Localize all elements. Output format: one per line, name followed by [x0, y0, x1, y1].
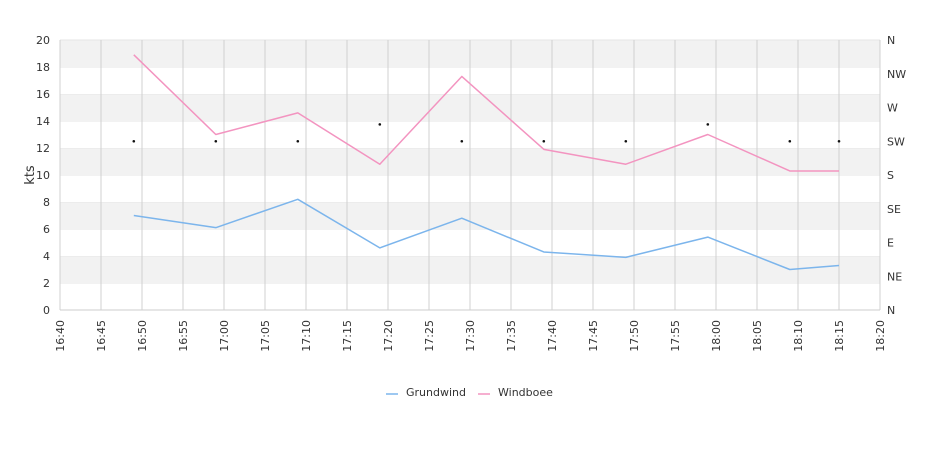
x-tick-label: 17:20	[382, 320, 395, 352]
direction-tick-label: NE	[887, 270, 902, 283]
direction-tick-label: W	[887, 102, 898, 115]
y-tick-label: 4	[43, 250, 50, 263]
direction-marker	[132, 139, 136, 143]
direction-axis-ticks: N NE E SE S SW W NW N	[887, 34, 906, 317]
legend-item-grundwind[interactable]: Grundwind	[386, 386, 466, 399]
x-tick-label: 18:10	[792, 320, 805, 352]
direction-marker	[542, 139, 546, 143]
direction-marker	[837, 139, 841, 143]
x-tick-label: 16:40	[54, 320, 67, 352]
x-axis-ticks: 16:40 16:45 16:50 16:55 17:00 17:05 17:10 17:15…	[54, 320, 887, 352]
x-tick-label: 18:05	[751, 320, 764, 352]
y-axis-label: kts	[23, 165, 38, 185]
x-tick-label: 17:55	[669, 320, 682, 352]
series-line-grundwind	[133, 198, 840, 271]
x-tick-label: 17:05	[259, 320, 272, 352]
legend-label: Grundwind	[406, 386, 466, 399]
x-tick-label: 17:30	[464, 320, 477, 352]
series-lines	[133, 54, 840, 271]
direction-markers	[132, 123, 841, 143]
y-tick-label: 8	[43, 196, 50, 209]
x-tick-label: 16:50	[136, 320, 149, 352]
y-tick-label: 20	[36, 34, 50, 47]
x-tick-label: 18:00	[710, 320, 723, 352]
x-tick-label: 16:55	[177, 320, 190, 352]
direction-tick-label: SE	[887, 203, 901, 216]
x-tick-label: 16:45	[95, 320, 108, 352]
y-tick-label: 2	[43, 277, 50, 290]
x-tick-label: 17:40	[546, 320, 559, 352]
direction-marker	[788, 139, 792, 143]
y-tick-label: 10	[36, 169, 50, 182]
direction-marker	[706, 123, 710, 126]
y-tick-label: 6	[43, 223, 50, 236]
vertical-gridlines	[59, 40, 881, 310]
x-tick-label: 17:25	[423, 320, 436, 352]
y-tick-label: 16	[36, 88, 50, 101]
y-axis-ticks: 0 2 4 6 8 10 12 14 16 18 20	[36, 34, 50, 317]
legend-item-windboee[interactable]: Windboee	[478, 386, 553, 399]
direction-marker	[460, 139, 464, 143]
direction-marker	[378, 123, 382, 126]
y-tick-label: 0	[43, 304, 50, 317]
direction-tick-label: NW	[887, 68, 906, 81]
y-tick-label: 14	[36, 115, 50, 128]
legend: Grundwind Windboee	[386, 386, 553, 399]
direction-tick-label: S	[887, 169, 894, 182]
y-tick-label: 12	[36, 142, 50, 155]
direction-tick-label: SW	[887, 135, 905, 148]
direction-marker	[296, 139, 300, 143]
series-line-windboee	[133, 54, 839, 172]
x-tick-label: 17:45	[587, 320, 600, 352]
direction-marker	[214, 139, 218, 143]
x-tick-label: 18:15	[833, 320, 846, 352]
legend-label: Windboee	[498, 386, 553, 399]
x-tick-label: 17:10	[300, 320, 313, 352]
x-tick-label: 17:15	[341, 320, 354, 352]
direction-tick-label: N	[887, 304, 895, 317]
direction-marker	[624, 139, 628, 143]
x-tick-label: 18:20	[874, 320, 887, 352]
direction-tick-label: N	[887, 34, 895, 47]
x-tick-label: 17:35	[505, 320, 518, 352]
direction-tick-label: E	[887, 237, 894, 250]
x-tick-label: 17:50	[628, 320, 641, 352]
x-tick-label: 17:00	[218, 320, 231, 352]
y-tick-label: 18	[36, 61, 50, 74]
